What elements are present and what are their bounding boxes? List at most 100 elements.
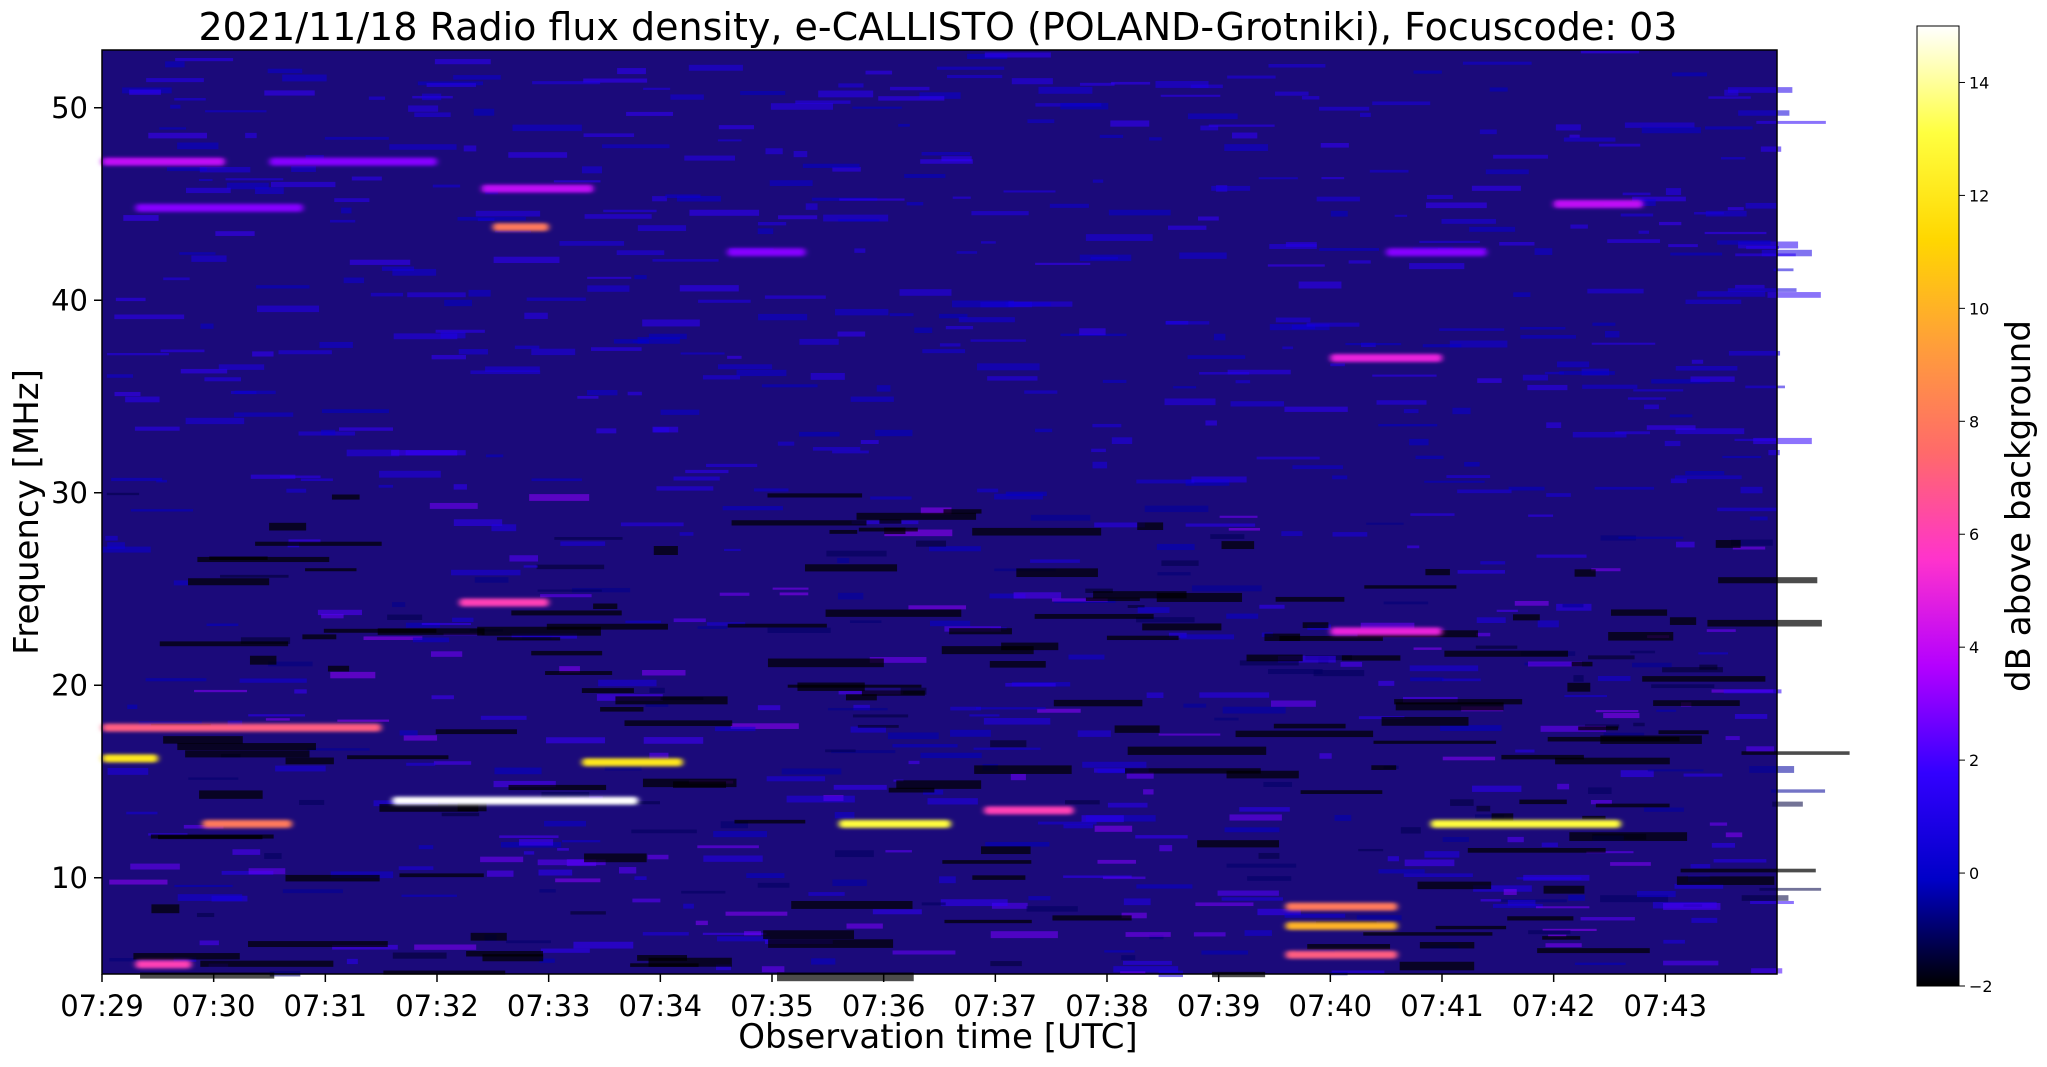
noise-streak	[1515, 749, 1535, 753]
noise-dark-lane	[197, 556, 330, 563]
noise-streak	[818, 90, 874, 98]
noise-streak	[387, 614, 423, 620]
emission-band	[202, 819, 292, 828]
noise-streak	[1120, 971, 1146, 975]
noise-streak	[160, 349, 205, 353]
noise-streak	[1457, 489, 1512, 494]
noise-dark-lane	[829, 529, 858, 534]
noise-streak	[1081, 815, 1124, 823]
noise-streak	[470, 370, 541, 375]
emission-band	[492, 223, 549, 232]
noise-streak	[1711, 842, 1736, 848]
noise-streak	[832, 166, 861, 172]
x-tick-label: 07:32	[395, 989, 479, 1023]
noise-streak	[1503, 889, 1517, 895]
noise-streak	[767, 627, 831, 633]
noise-streak	[232, 849, 261, 855]
noise-dark-lane	[584, 853, 647, 863]
noise-streak	[717, 936, 771, 942]
noise-streak	[1472, 785, 1522, 792]
noise-streak	[1721, 157, 1746, 160]
noise-streak	[758, 313, 808, 321]
noise-streak	[631, 829, 697, 834]
noise-dark-lane	[825, 609, 962, 617]
noise-streak	[1477, 378, 1502, 383]
noise-streak	[1751, 968, 1783, 974]
noise-dark-lane	[1669, 617, 1697, 625]
noise-streak	[625, 620, 661, 623]
noise-dark-lane	[1501, 754, 1584, 760]
noise-streak	[887, 732, 939, 740]
noise-streak	[854, 248, 866, 253]
emission-band	[459, 598, 549, 607]
noise-streak	[642, 669, 686, 676]
noise-streak	[1079, 328, 1106, 336]
noise-streak	[1651, 379, 1710, 384]
noise-streak	[1125, 932, 1171, 937]
noise-streak	[1164, 398, 1216, 406]
noise-streak	[839, 198, 905, 201]
noise-streak	[837, 331, 866, 337]
emission-band	[1330, 354, 1442, 362]
noise-streak	[560, 541, 606, 546]
noise-streak	[647, 854, 669, 860]
noise-streak	[330, 671, 376, 679]
noise-streak	[1479, 129, 1497, 135]
noise-streak	[368, 96, 386, 100]
noise-streak	[850, 726, 886, 733]
emission-band	[102, 157, 225, 166]
noise-streak	[125, 396, 160, 403]
noise-dark-lane	[879, 519, 902, 524]
noise-streak	[278, 350, 332, 355]
noise-streak	[457, 216, 526, 221]
noise-dark-lane	[884, 527, 906, 535]
noise-streak	[475, 210, 541, 217]
noise-dark-lane	[1394, 699, 1523, 705]
noise-streak	[772, 587, 809, 590]
noise-streak	[1699, 664, 1718, 670]
noise-streak	[1028, 896, 1051, 901]
emission-band	[392, 796, 638, 805]
noise-streak	[849, 620, 882, 623]
noise-streak	[524, 312, 548, 319]
noise-streak	[834, 850, 874, 858]
noise-streak	[539, 889, 556, 893]
noise-streak	[1079, 82, 1115, 86]
noise-streak	[852, 714, 909, 718]
noise-streak	[1038, 86, 1093, 94]
noise-streak	[1383, 601, 1429, 605]
noise-streak	[1749, 766, 1795, 773]
noise-dark-lane	[1371, 765, 1397, 770]
noise-streak	[319, 341, 353, 348]
noise-streak	[381, 266, 415, 271]
noise-streak	[673, 618, 706, 623]
noise-streak	[1037, 708, 1081, 713]
noise-streak	[179, 252, 216, 255]
noise-dark-lane	[648, 957, 732, 967]
noise-streak	[648, 333, 687, 340]
noise-streak	[717, 139, 742, 142]
noise-streak	[343, 277, 365, 284]
noise-streak	[1121, 912, 1147, 919]
noise-dark-lane	[731, 520, 867, 526]
noise-streak	[1282, 346, 1294, 350]
noise-streak	[234, 412, 294, 417]
x-tick-label: 07:40	[1289, 989, 1373, 1023]
noise-streak	[1442, 836, 1469, 842]
noise-streak	[426, 83, 476, 88]
x-tick-label: 07:30	[172, 989, 256, 1023]
noise-streak	[1257, 908, 1301, 916]
noise-streak	[831, 750, 896, 754]
noise-streak	[1424, 480, 1485, 483]
noise-dark-lane	[1611, 609, 1668, 616]
noise-streak	[480, 715, 527, 720]
noise-streak	[114, 314, 185, 320]
noise-streak	[185, 417, 245, 425]
noise-streak	[1738, 241, 1799, 249]
noise-streak	[429, 502, 478, 509]
noise-dark-lane	[1571, 661, 1593, 667]
noise-streak	[294, 689, 307, 694]
noise-streak	[1499, 241, 1535, 246]
noise-streak	[421, 93, 442, 101]
noise-dark-lane	[188, 578, 270, 586]
